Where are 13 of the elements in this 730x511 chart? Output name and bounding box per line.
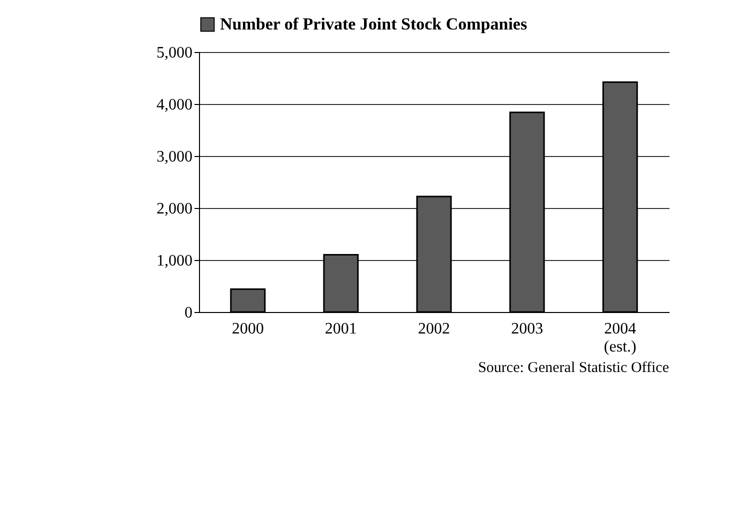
- y-tick-label: 1,000: [156, 252, 192, 270]
- y-tick-label: 5,000: [156, 44, 192, 62]
- x-tick-label: 2001: [324, 320, 357, 338]
- y-tick-label: 3,000: [156, 148, 192, 166]
- x-tick-label: 2003: [511, 320, 544, 338]
- y-tick-label: 2,000: [156, 200, 192, 218]
- source-note: Source: General Statistic Office: [478, 360, 670, 376]
- x-tick-label: 2004 (est.): [604, 320, 636, 356]
- x-tick-label: 2002: [418, 320, 450, 338]
- y-tick-label: 0: [184, 304, 192, 322]
- x-tick-label: 2000: [232, 320, 264, 338]
- legend-label: Number of Private Joint Stock Companies: [220, 14, 528, 34]
- y-tick-label: 4,000: [156, 96, 192, 114]
